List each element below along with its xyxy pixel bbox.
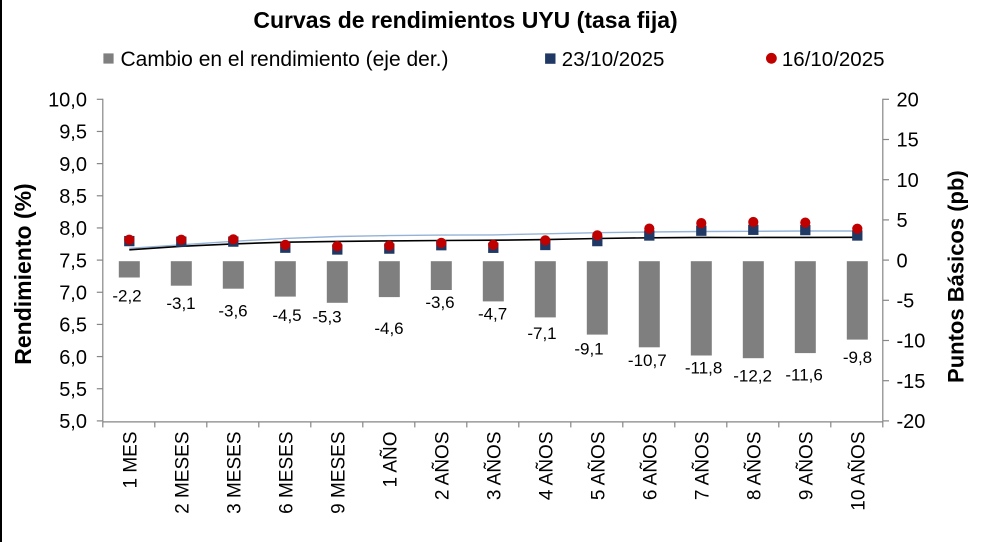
svg-text:-11,8: -11,8 <box>685 359 723 378</box>
svg-text:8,0: 8,0 <box>59 218 87 240</box>
svg-text:7 AÑOS: 7 AÑOS <box>692 432 714 501</box>
svg-text:-4,6: -4,6 <box>374 319 403 338</box>
svg-text:4 AÑOS: 4 AÑOS <box>536 432 558 501</box>
svg-text:-3,6: -3,6 <box>218 302 247 321</box>
svg-text:6,5: 6,5 <box>59 315 87 337</box>
svg-text:6 MESES: 6 MESES <box>277 432 298 514</box>
svg-text:Puntos Básicos (pb): Puntos Básicos (pb) <box>944 170 969 383</box>
svg-text:-12,2: -12,2 <box>733 366 772 385</box>
svg-text:9,5: 9,5 <box>59 122 87 144</box>
svg-text:10 AÑOS: 10 AÑOS <box>848 432 870 511</box>
svg-text:-3,6: -3,6 <box>425 293 454 312</box>
svg-text:-15: -15 <box>897 371 926 393</box>
svg-text:9,0: 9,0 <box>59 154 87 176</box>
svg-text:2 MESES: 2 MESES <box>173 432 194 514</box>
svg-text:7,5: 7,5 <box>59 250 87 272</box>
svg-text:-4,5: -4,5 <box>272 306 301 325</box>
svg-text:10,0: 10,0 <box>48 90 87 112</box>
svg-text:20: 20 <box>897 90 919 112</box>
svg-text:Rendimiento (%): Rendimiento (%) <box>10 183 36 364</box>
svg-text:8 AÑOS: 8 AÑOS <box>744 432 766 501</box>
svg-text:-9,8: -9,8 <box>843 348 872 367</box>
svg-text:5,5: 5,5 <box>59 379 87 401</box>
svg-text:Curvas de rendimientos UYU (ta: Curvas de rendimientos UYU (tasa fija) <box>253 7 677 33</box>
svg-text:Cambio en el rendimiento (eje: Cambio en el rendimiento (eje der.) <box>121 48 449 71</box>
svg-text:0: 0 <box>897 250 908 272</box>
svg-text:2 AÑOS: 2 AÑOS <box>432 432 454 501</box>
svg-text:9 MESES: 9 MESES <box>329 432 350 514</box>
svg-text:10: 10 <box>897 170 919 192</box>
svg-text:5 AÑOS: 5 AÑOS <box>588 432 610 501</box>
svg-text:6 AÑOS: 6 AÑOS <box>640 432 662 501</box>
svg-text:16/10/2025: 16/10/2025 <box>782 48 885 71</box>
svg-text:1 AÑO: 1 AÑO <box>380 432 402 488</box>
svg-text:-5: -5 <box>897 291 915 313</box>
svg-text:8,5: 8,5 <box>59 186 87 208</box>
svg-text:-5,3: -5,3 <box>312 307 341 326</box>
svg-text:-20: -20 <box>897 411 926 433</box>
svg-text:23/10/2025: 23/10/2025 <box>562 48 665 71</box>
svg-text:-9,1: -9,1 <box>574 339 603 358</box>
svg-text:5,0: 5,0 <box>59 411 87 433</box>
svg-text:-7,1: -7,1 <box>527 324 556 343</box>
svg-text:-10,7: -10,7 <box>628 351 667 370</box>
svg-text:15: 15 <box>897 130 919 152</box>
svg-text:5: 5 <box>897 210 908 232</box>
svg-text:3 AÑOS: 3 AÑOS <box>484 432 506 501</box>
svg-text:-4,7: -4,7 <box>478 305 507 324</box>
svg-text:-10: -10 <box>897 331 926 353</box>
svg-text:-3,1: -3,1 <box>166 294 195 313</box>
svg-text:6,0: 6,0 <box>59 347 87 369</box>
svg-text:-11,6: -11,6 <box>785 366 823 385</box>
svg-text:3 MESES: 3 MESES <box>225 432 246 514</box>
svg-text:7,0: 7,0 <box>59 283 87 305</box>
svg-text:-2,2: -2,2 <box>112 287 141 306</box>
svg-text:1 MES: 1 MES <box>121 432 142 489</box>
svg-text:9 AÑOS: 9 AÑOS <box>796 432 818 501</box>
